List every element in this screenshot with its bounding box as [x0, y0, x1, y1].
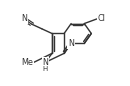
Text: Cl: Cl: [98, 14, 106, 23]
Text: N: N: [21, 14, 27, 23]
Text: N: N: [43, 58, 48, 67]
Text: H: H: [42, 66, 48, 72]
Text: N: N: [68, 39, 74, 48]
Text: N: N: [43, 58, 48, 67]
Text: Me: Me: [21, 58, 33, 67]
